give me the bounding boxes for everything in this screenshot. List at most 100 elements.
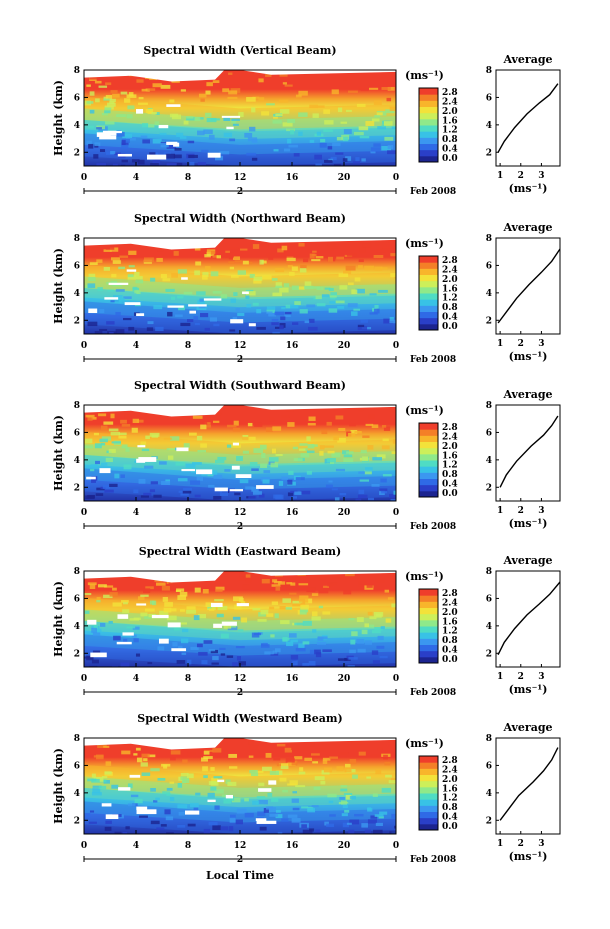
heatmap-cell	[213, 474, 223, 480]
x-tick-label: 16	[286, 674, 299, 684]
y-tick-label: 2	[74, 483, 80, 493]
heatmap-cell	[106, 321, 115, 325]
heatmap-cell	[201, 757, 208, 762]
heatmap-cell	[196, 291, 206, 296]
y-axis-label: Height (km)	[52, 80, 65, 156]
heatmap-cell	[140, 495, 149, 498]
heatmap-cell	[276, 763, 282, 767]
no-data-gap	[118, 787, 131, 791]
heatmap-cell	[179, 136, 187, 139]
avg-y-tick-label: 8	[486, 734, 492, 744]
heatmap-cell	[336, 766, 344, 772]
heatmap-cell	[351, 739, 362, 745]
heatmap-cell	[124, 98, 131, 103]
heatmap-cell	[97, 584, 107, 588]
no-data-gap	[151, 614, 169, 619]
heatmap-cell	[147, 321, 154, 325]
heatmap-cell	[208, 134, 215, 140]
x-tick-label: 12	[234, 341, 247, 351]
heatmap-cell	[122, 133, 133, 139]
heatmap-cell	[274, 311, 285, 316]
y-axis-label: Height (km)	[52, 581, 65, 657]
colorbar-tick-label: 0.4	[442, 313, 458, 323]
heatmap-cell	[162, 596, 168, 602]
heatmap-cell	[151, 600, 157, 606]
heatmap-cell	[262, 766, 272, 772]
heatmap-cell	[312, 629, 317, 633]
heatmap-cell	[249, 126, 256, 132]
no-data-gap	[256, 485, 274, 489]
heatmap-cell	[209, 317, 218, 322]
heatmap-cell	[219, 490, 229, 496]
heatmap-cell	[113, 635, 121, 641]
heatmap-cell	[286, 582, 292, 585]
heatmap-cell	[300, 490, 311, 495]
heatmap-cell	[237, 270, 247, 275]
heatmap-cell	[87, 582, 97, 586]
no-data-gap	[255, 818, 267, 822]
heatmap-cell	[286, 128, 296, 132]
heatmap-cell	[252, 800, 260, 805]
heatmap-cell	[274, 648, 281, 653]
heatmap-cell	[223, 799, 232, 804]
heatmap-cell	[368, 624, 375, 628]
colorbar-tick-label: 2.4	[442, 97, 458, 107]
heatmap-cell	[136, 419, 144, 423]
avg-x-tick-label: 2	[518, 339, 524, 349]
heatmap-cell	[384, 121, 393, 126]
heatmap-cell	[390, 273, 396, 278]
heatmap-cell	[96, 127, 102, 130]
heatmap-cell	[343, 590, 352, 595]
avg-x-axis-label: (ms⁻¹)	[509, 517, 548, 530]
no-data-gap	[166, 141, 178, 145]
heatmap-cell	[282, 82, 287, 85]
avg-x-axis-label: (ms⁻¹)	[509, 182, 548, 195]
heatmap-cell	[335, 415, 344, 420]
x-tick-label: 0	[393, 341, 399, 351]
x-tick-label: 4	[133, 674, 139, 684]
heatmap-cell	[242, 260, 249, 265]
heatmap-cell	[279, 325, 284, 330]
heatmap-cell	[358, 240, 364, 244]
heatmap-cell	[276, 743, 286, 747]
heatmap-cell	[280, 765, 289, 769]
heatmap-cell	[312, 611, 318, 617]
no-data-gap	[230, 319, 244, 324]
heatmap-cell	[294, 756, 303, 760]
heatmap-cell	[316, 303, 326, 307]
heatmap-cell	[292, 791, 298, 794]
heatmap-cell	[370, 754, 380, 758]
heatmap-band	[84, 468, 396, 501]
avg-x-axis-label: (ms⁻¹)	[509, 683, 548, 696]
heatmap-cell	[256, 309, 262, 314]
heatmap-cell	[384, 761, 391, 766]
colorbar-tick-label: 2.8	[442, 589, 458, 599]
avg-y-tick-label: 4	[486, 121, 492, 131]
heatmap-cell	[223, 116, 231, 122]
colorbar-swatch	[419, 256, 438, 263]
heatmap-cell	[134, 271, 140, 277]
colorbar-tick-label: 2.0	[442, 107, 458, 117]
colorbar-tick-label: 0.0	[442, 322, 458, 332]
heatmap-cell	[308, 416, 316, 421]
heatmap-cell	[291, 496, 298, 499]
heatmap-cell	[300, 453, 310, 458]
heatmap-cell	[133, 489, 139, 494]
avg-y-tick-label: 8	[486, 401, 492, 411]
heatmap-cell	[84, 593, 92, 596]
day-label: 2	[237, 855, 243, 865]
x-tick-label: 8	[185, 173, 191, 183]
heatmap-cell	[292, 807, 300, 811]
no-data-gap	[138, 457, 157, 462]
no-data-region	[84, 571, 225, 583]
heatmap-cell	[295, 647, 306, 652]
heatmap-cell	[272, 120, 282, 124]
heatmap-cell	[392, 439, 396, 444]
x-tick-label: 8	[185, 674, 191, 684]
colorbar-swatch	[419, 274, 438, 282]
average-title: Average	[502, 388, 552, 401]
heatmap-cell	[209, 470, 218, 476]
x-tick-label: 8	[185, 508, 191, 518]
heatmap-cell	[261, 111, 270, 116]
heatmap-cell	[382, 438, 389, 442]
